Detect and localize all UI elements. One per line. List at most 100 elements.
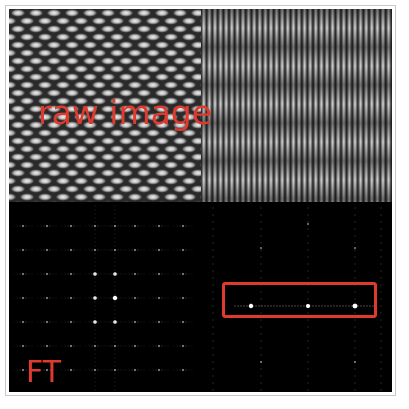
ft-streak: [114, 353, 116, 355]
ft-streak: [336, 305, 338, 307]
ft-streak: [173, 321, 175, 323]
ft-streak: [114, 217, 116, 219]
ft-streak: [94, 385, 96, 387]
ft-streak: [97, 369, 99, 371]
ft-streak: [149, 345, 151, 347]
ft-streak: [114, 305, 116, 307]
ft-streak: [243, 305, 245, 307]
ft-streak: [79, 297, 81, 299]
ft-streak: [143, 297, 145, 299]
ft-streak: [191, 297, 193, 299]
ft-streak: [94, 357, 96, 359]
ft-streak: [137, 369, 139, 371]
ft-streak: [307, 382, 309, 384]
ft-streak: [85, 273, 87, 275]
ft-streak: [111, 369, 113, 371]
ft-streak: [40, 321, 42, 323]
ft-streak: [120, 273, 122, 275]
ft-streak: [100, 273, 102, 275]
ft-streak: [117, 297, 119, 299]
ft-streak: [131, 225, 133, 227]
raw-image-panel-stripes: [201, 9, 392, 202]
ft-streak: [164, 273, 166, 275]
ft-streak: [25, 321, 27, 323]
ft-streak: [76, 345, 78, 347]
ft-streak: [140, 225, 142, 227]
ft-streak: [327, 305, 329, 307]
ft-streak: [91, 345, 93, 347]
ft-streak: [40, 297, 42, 299]
ft-peak: [93, 272, 97, 276]
ft-streak: [114, 273, 116, 275]
ft-peak: [157, 320, 161, 324]
ft-peak: [113, 368, 117, 372]
ft-streak: [260, 221, 262, 223]
ft-streak: [380, 291, 382, 293]
ft-streak: [188, 345, 190, 347]
ft-streak: [120, 345, 122, 347]
ft-streak: [16, 345, 18, 347]
ft-streak: [173, 225, 175, 227]
ft-streak: [114, 345, 116, 347]
ft-streak: [19, 297, 21, 299]
ft-streak: [114, 361, 116, 363]
ft-streak: [43, 369, 45, 371]
ft-streak: [94, 229, 96, 231]
ft-streak: [354, 298, 356, 300]
ft-streak: [94, 369, 96, 371]
ft-streak: [114, 277, 116, 279]
ft-streak: [37, 273, 39, 275]
ft-streak: [188, 225, 190, 227]
ft-streak: [128, 321, 130, 323]
ft-streak: [108, 369, 110, 371]
ft-streak: [123, 249, 125, 251]
ft-streak: [61, 369, 63, 371]
ft-streak: [64, 273, 66, 275]
ft-streak: [85, 321, 87, 323]
ft-peak: [113, 248, 117, 252]
ft-streak: [354, 340, 356, 342]
ft-streak: [294, 305, 296, 307]
ft-streak: [307, 249, 309, 251]
ft-streak: [164, 297, 166, 299]
ft-streak: [167, 369, 169, 371]
ft-streak: [140, 297, 142, 299]
ft-streak: [149, 273, 151, 275]
ft-streak: [114, 297, 116, 299]
ft-streak: [149, 225, 151, 227]
ft-streak: [114, 289, 116, 291]
ft-streak: [191, 321, 193, 323]
ft-streak: [380, 319, 382, 321]
ft-streak: [167, 297, 169, 299]
ft-streak: [111, 297, 113, 299]
ft-streak: [94, 317, 96, 319]
ft-streak: [212, 319, 214, 321]
image-figure: [9, 9, 392, 392]
ft-streak: [246, 305, 248, 307]
ft-streak: [108, 321, 110, 323]
ft-streak: [155, 345, 157, 347]
ft-streak: [260, 228, 262, 230]
ft-streak: [100, 321, 102, 323]
ft-streak: [155, 225, 157, 227]
ft-streak: [114, 389, 116, 391]
ft-peak: [93, 224, 97, 228]
ft-streak: [55, 369, 57, 371]
ft-streak: [100, 225, 102, 227]
ft-streak: [123, 273, 125, 275]
ft-peak: [45, 224, 49, 228]
ft-streak: [354, 214, 356, 216]
ft-streak: [260, 207, 262, 209]
ft-streak: [111, 225, 113, 227]
ft-peak: [181, 272, 185, 276]
ft-streak: [123, 297, 125, 299]
ft-streak: [260, 389, 262, 391]
ft-streak: [354, 256, 356, 258]
ft-streak: [260, 214, 262, 216]
ft-streak: [114, 285, 116, 287]
ft-peak: [21, 344, 25, 348]
ft-streak: [31, 345, 33, 347]
ft-streak: [123, 321, 125, 323]
ft-streak: [354, 235, 356, 237]
ft-peak: [260, 247, 262, 249]
